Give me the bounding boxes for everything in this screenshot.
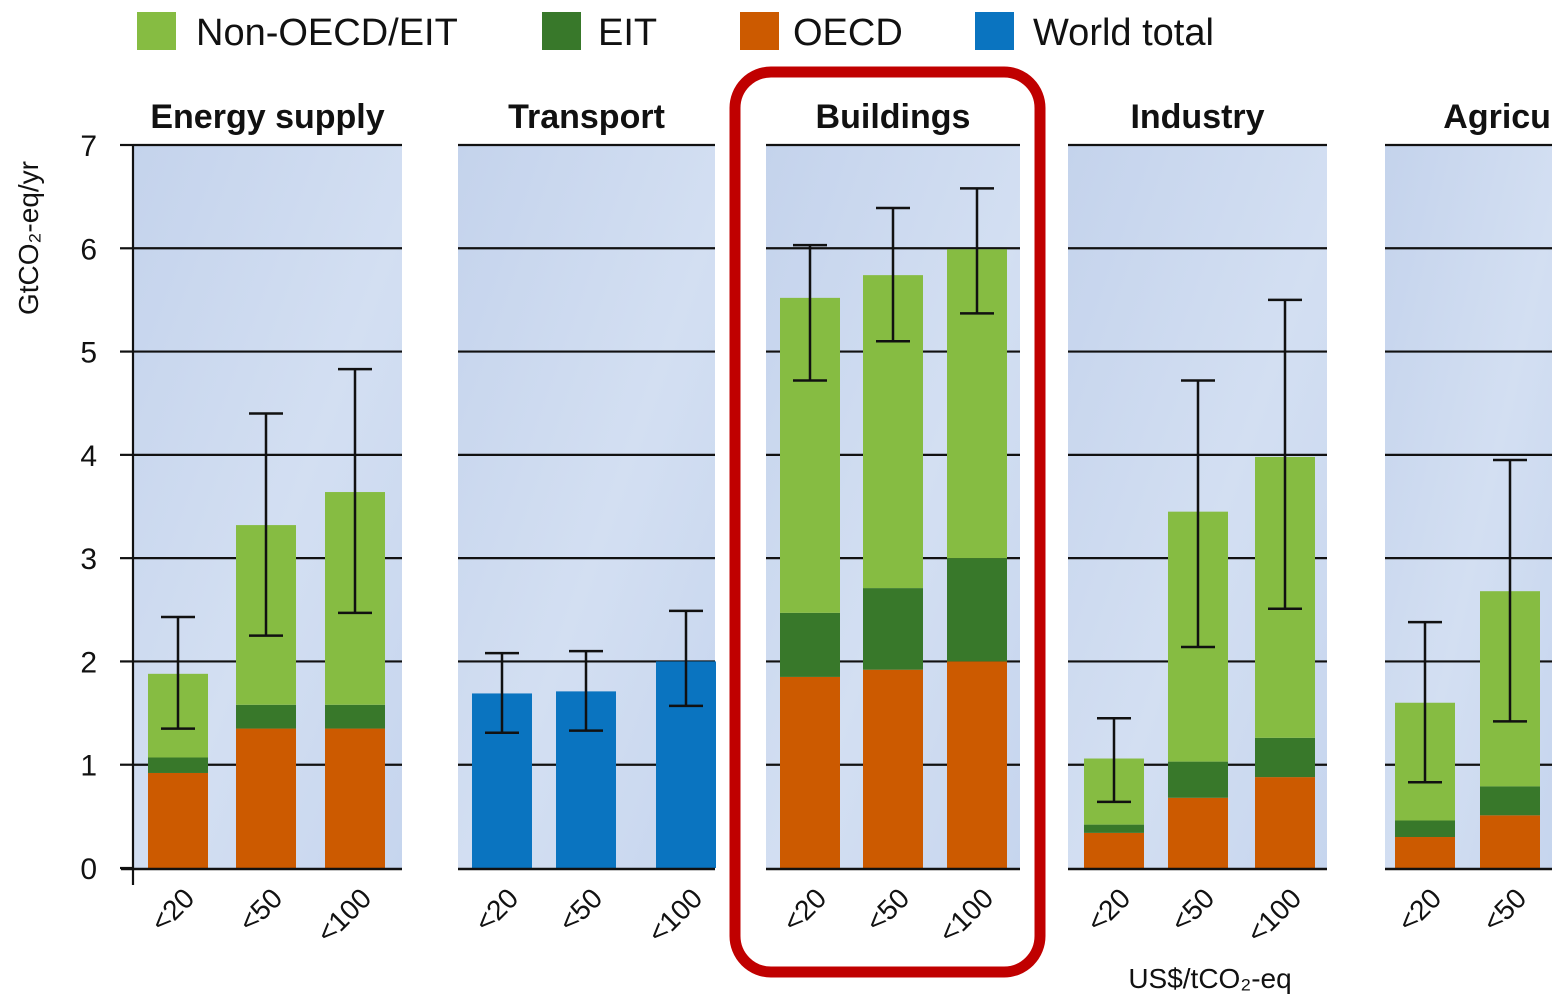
- y-axis-label: GtCO₂-eq/yr: [13, 161, 44, 315]
- bar-agricult-20-oecd: [1395, 837, 1455, 868]
- tick-label-transport-20: <20: [469, 882, 525, 938]
- panel-title-buildings: Buildings: [816, 98, 971, 136]
- bar-agricult-50-oecd: [1480, 815, 1540, 868]
- bar-buildings-50-oecd: [863, 669, 923, 868]
- x-axis-label: US$/tCO₂-eq: [1128, 963, 1291, 994]
- bar-industry-50-oecd: [1168, 797, 1228, 868]
- y-axis: 0 1 2 3 4 5 6 7: [80, 130, 135, 886]
- error-bar-industry-20: [1097, 716, 1131, 804]
- error-bar-buildings-100: [960, 187, 994, 315]
- bar-buildings-50-eit: [863, 588, 923, 670]
- legend-label-eit: EIT: [598, 12, 657, 54]
- y-tick-label: 5: [80, 337, 97, 370]
- panel-title-industry: Industry: [1130, 98, 1264, 136]
- tick-label-energy-supply-50: <50: [233, 882, 289, 938]
- bar-energy-supply-50-oecd: [236, 728, 296, 868]
- legend-label-oecd: OECD: [793, 12, 903, 54]
- tick-label-energy-supply-100: <100: [311, 882, 378, 949]
- y-tick-label: 2: [80, 646, 97, 679]
- panel-agricult: Agricult <20 <50: [1385, 98, 1552, 938]
- error-bar-energy-supply-50: [249, 412, 283, 637]
- bar-buildings-20-eit: [780, 612, 840, 677]
- legend-swatch-oecd: [740, 12, 779, 50]
- highlight-box-buildings: [729, 66, 1046, 978]
- bar-agricult-50-eit: [1480, 786, 1540, 816]
- bar-energy-supply-100-oecd: [325, 728, 385, 868]
- bar-energy-supply-50-eit: [236, 704, 296, 729]
- tick-label-transport-100: <100: [642, 882, 709, 949]
- tick-label-industry-100: <100: [1241, 882, 1308, 949]
- tick-label-buildings-50: <50: [860, 882, 916, 938]
- tick-label-industry-20: <20: [1081, 882, 1137, 938]
- bar-buildings-100-eit: [947, 558, 1007, 662]
- bar-industry-50-eit: [1168, 761, 1228, 798]
- error-bar-agricult-20: [1408, 620, 1442, 784]
- legend-swatch-world-total: [975, 12, 1014, 50]
- panel-title-transport: Transport: [508, 98, 665, 136]
- panel-industry: Industry <20 <50 <100: [1068, 98, 1327, 949]
- bar-industry-100-oecd: [1255, 777, 1315, 868]
- bar-industry-100-eit: [1255, 737, 1315, 778]
- error-bar-industry-100: [1268, 298, 1302, 611]
- panel-buildings: Buildings <20 <50 <100: [766, 98, 1020, 949]
- error-bar-industry-50: [1181, 379, 1215, 649]
- tick-label-energy-supply-20: <20: [145, 882, 201, 938]
- bar-agricult-20-eit: [1395, 820, 1455, 838]
- tick-label-industry-50: <50: [1165, 882, 1221, 938]
- legend-label-world-total: World total: [1033, 12, 1214, 54]
- tick-label-transport-50: <50: [553, 882, 609, 938]
- bar-industry-20-oecd: [1084, 832, 1144, 868]
- legend-swatch-non-oecd-eit: [137, 12, 176, 50]
- error-bar-agricult-50: [1493, 458, 1527, 723]
- bar-buildings-20-oecd: [780, 676, 840, 868]
- bar-energy-supply-20-eit: [148, 757, 208, 773]
- chart-panels: Energy supply <20 <50 <100 Transport <20 <50 <1…: [121, 98, 1552, 949]
- y-tick-label: 3: [80, 543, 97, 576]
- error-bar-energy-supply-100: [338, 367, 372, 615]
- panel-transport: Transport <20 <50 <100: [458, 98, 716, 949]
- y-tick-label: 6: [80, 233, 97, 266]
- bar-industry-20-eit: [1084, 824, 1144, 833]
- bar-energy-supply-100-eit: [325, 704, 385, 729]
- error-bar-buildings-20: [793, 243, 827, 382]
- error-bar-buildings-50: [876, 206, 910, 343]
- legend-swatch-eit: [542, 12, 581, 50]
- panel-energy-supply: Energy supply <20 <50 <100: [121, 98, 402, 949]
- tick-label-agricult-20: <20: [1392, 882, 1448, 938]
- y-tick-label: 4: [80, 440, 97, 473]
- y-tick-label: 1: [80, 750, 97, 783]
- y-tick-label: 7: [80, 130, 97, 163]
- error-bar-transport-100: [669, 609, 703, 708]
- tick-label-buildings-100: <100: [933, 882, 1000, 949]
- legend-label-non-oecd-eit: Non-OECD/EIT: [196, 12, 458, 54]
- panel-title-agricult: Agricult: [1443, 98, 1552, 136]
- error-bar-transport-20: [485, 651, 519, 734]
- bar-energy-supply-20-oecd: [148, 772, 208, 868]
- error-bar-transport-50: [569, 649, 603, 732]
- error-bar-energy-supply-20: [161, 615, 195, 730]
- legend: Non-OECD/EIT EIT OECD World total: [137, 12, 1214, 54]
- bar-buildings-100-oecd: [947, 661, 1007, 868]
- tick-label-buildings-20: <20: [777, 882, 833, 938]
- panel-title-energy-supply: Energy supply: [150, 98, 384, 136]
- tick-label-agricult-50: <50: [1477, 882, 1533, 938]
- y-tick-label: 0: [80, 853, 97, 886]
